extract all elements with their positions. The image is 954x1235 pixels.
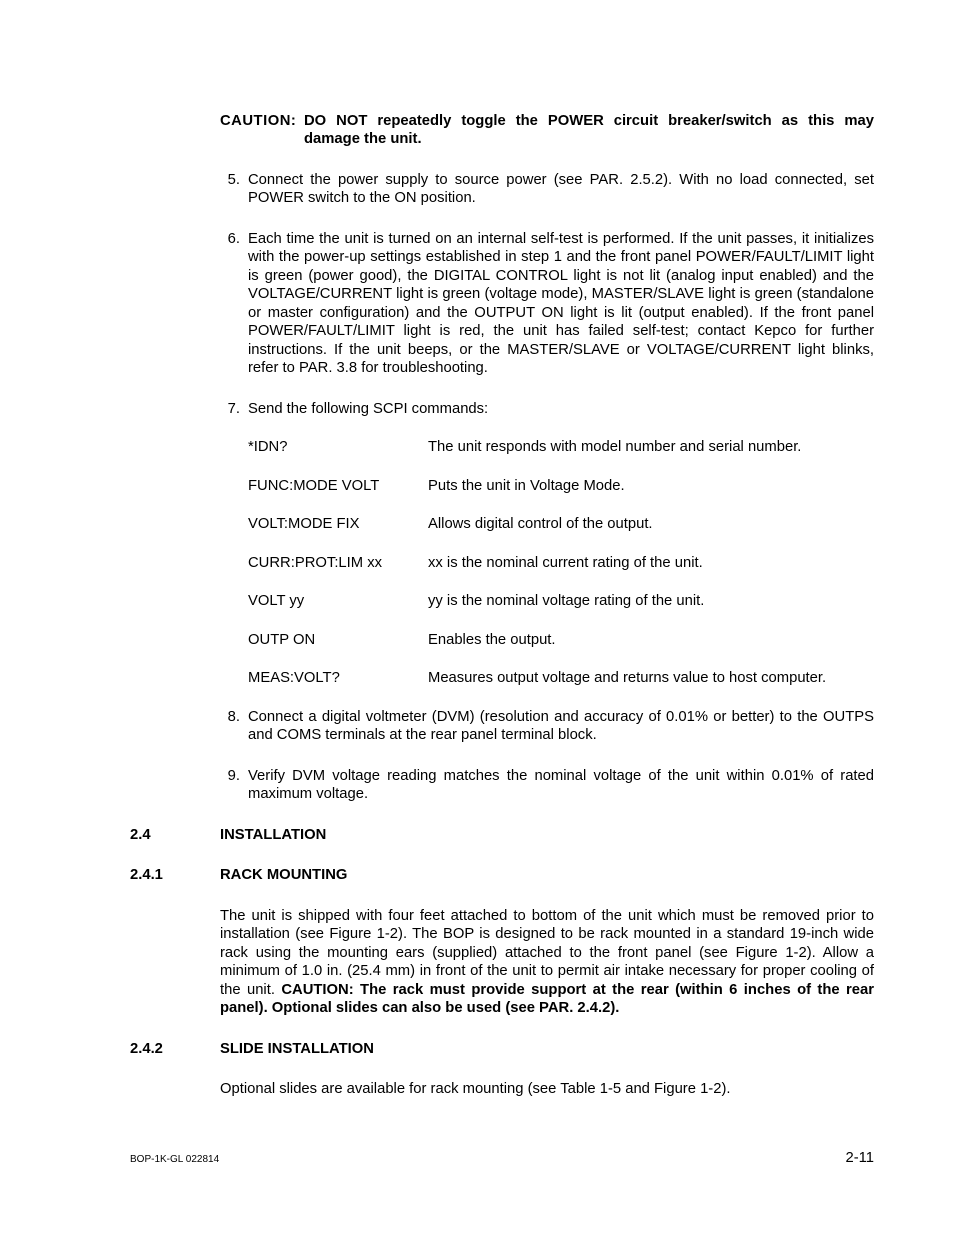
scpi-desc: Enables the output. <box>428 631 874 649</box>
footer-doc-id: BOP-1K-GL 022814 <box>130 1154 219 1167</box>
scpi-cmd: VOLT:MODE FIX <box>248 515 428 533</box>
caution-text: DO NOT repeatedly toggle the POWER circu… <box>304 112 874 149</box>
list-number: 7. <box>220 400 248 708</box>
list-text: Verify DVM voltage reading matches the n… <box>248 767 874 804</box>
scpi-desc: Allows digital control of the output. <box>428 515 874 533</box>
footer-page-number: 2-11 <box>845 1149 874 1167</box>
list-text: Each time the unit is turned on an inter… <box>248 230 874 378</box>
scpi-row: VOLT:MODE FIX Allows digital control of … <box>248 515 874 533</box>
list-text: Send the following SCPI commands: *IDN? … <box>248 400 874 708</box>
section-2-4-1: 2.4.1 RACK MOUNTING <box>130 866 874 884</box>
list-text-7: Send the following SCPI commands: <box>248 401 488 417</box>
section-number: 2.4.1 <box>130 866 220 884</box>
scpi-table: *IDN? The unit responds with model numbe… <box>248 438 874 687</box>
scpi-cmd: FUNC:MODE VOLT <box>248 477 428 495</box>
scpi-row: FUNC:MODE VOLT Puts the unit in Voltage … <box>248 477 874 495</box>
list-text: Connect a digital voltmeter (DVM) (resol… <box>248 708 874 745</box>
slide-installation-body: Optional slides are available for rack m… <box>220 1080 874 1098</box>
rack-mounting-body: The unit is shipped with four feet attac… <box>220 907 874 1018</box>
list-number: 6. <box>220 230 248 378</box>
list-item-9: 9. Verify DVM voltage reading matches th… <box>220 767 874 804</box>
scpi-cmd: VOLT yy <box>248 592 428 610</box>
page-footer: BOP-1K-GL 022814 2-11 <box>130 1149 874 1167</box>
rack-body-caution: CAUTION: The rack must provide support a… <box>220 982 874 1016</box>
section-2-4: 2.4 INSTALLATION <box>130 826 874 844</box>
list-item-7: 7. Send the following SCPI commands: *ID… <box>220 400 874 708</box>
section-number: 2.4 <box>130 826 220 844</box>
scpi-row: *IDN? The unit responds with model numbe… <box>248 438 874 456</box>
scpi-cmd: CURR:PROT:LIM xx <box>248 554 428 572</box>
section-title: RACK MOUNTING <box>220 866 874 884</box>
scpi-desc: The unit responds with model number and … <box>428 438 874 456</box>
scpi-desc: xx is the nominal current rating of the … <box>428 554 874 572</box>
scpi-desc: Puts the unit in Voltage Mode. <box>428 477 874 495</box>
scpi-cmd: OUTP ON <box>248 631 428 649</box>
caution-block: CAUTION: DO NOT repeatedly toggle the PO… <box>220 112 874 149</box>
section-title: INSTALLATION <box>220 826 874 844</box>
scpi-row: MEAS:VOLT? Measures output voltage and r… <box>248 669 874 687</box>
list-number: 8. <box>220 708 248 745</box>
section-number: 2.4.2 <box>130 1040 220 1058</box>
scpi-desc: yy is the nominal voltage rating of the … <box>428 592 874 610</box>
caution-label: CAUTION: <box>220 112 304 149</box>
list-item-6: 6. Each time the unit is turned on an in… <box>220 230 874 378</box>
list-item-5: 5. Connect the power supply to source po… <box>220 171 874 208</box>
section-2-4-2: 2.4.2 SLIDE INSTALLATION <box>130 1040 874 1058</box>
list-text: Connect the power supply to source power… <box>248 171 874 208</box>
list-item-8: 8. Connect a digital voltmeter (DVM) (re… <box>220 708 874 745</box>
scpi-row: OUTP ON Enables the output. <box>248 631 874 649</box>
list-number: 5. <box>220 171 248 208</box>
section-title: SLIDE INSTALLATION <box>220 1040 874 1058</box>
scpi-row: VOLT yy yy is the nominal voltage rating… <box>248 592 874 610</box>
scpi-cmd: MEAS:VOLT? <box>248 669 428 687</box>
list-number: 9. <box>220 767 248 804</box>
scpi-cmd: *IDN? <box>248 438 428 456</box>
scpi-row: CURR:PROT:LIM xx xx is the nominal curre… <box>248 554 874 572</box>
scpi-desc: Measures output voltage and returns valu… <box>428 669 874 687</box>
